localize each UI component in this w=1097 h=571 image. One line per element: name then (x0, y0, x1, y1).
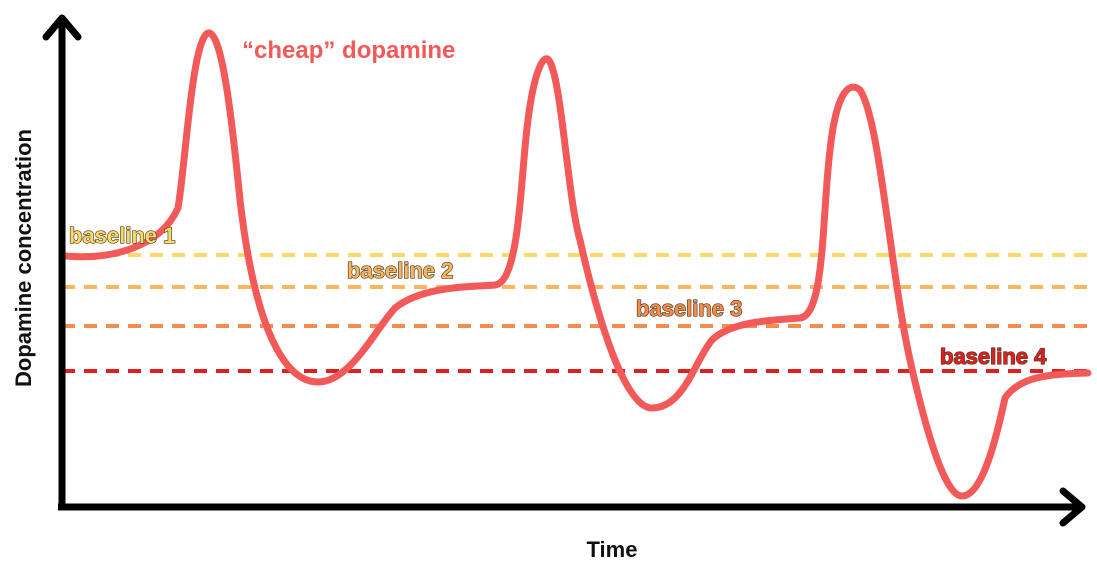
baseline-3-label: baseline 3 (636, 296, 742, 321)
dopamine-curve (62, 29, 1092, 500)
y-axis-label: Dopamine concentration (11, 129, 36, 387)
y-axis-arrow-icon (42, 14, 82, 41)
baseline-4-label: baseline 4 (940, 344, 1047, 369)
curve-label: “cheap” dopamine (242, 37, 455, 64)
baseline-2-label: baseline 2 (347, 258, 453, 283)
x-axis-label: Time (587, 537, 638, 562)
baseline-1-label: baseline 1 (69, 223, 175, 248)
x-axis-arrow-icon (1059, 487, 1086, 527)
